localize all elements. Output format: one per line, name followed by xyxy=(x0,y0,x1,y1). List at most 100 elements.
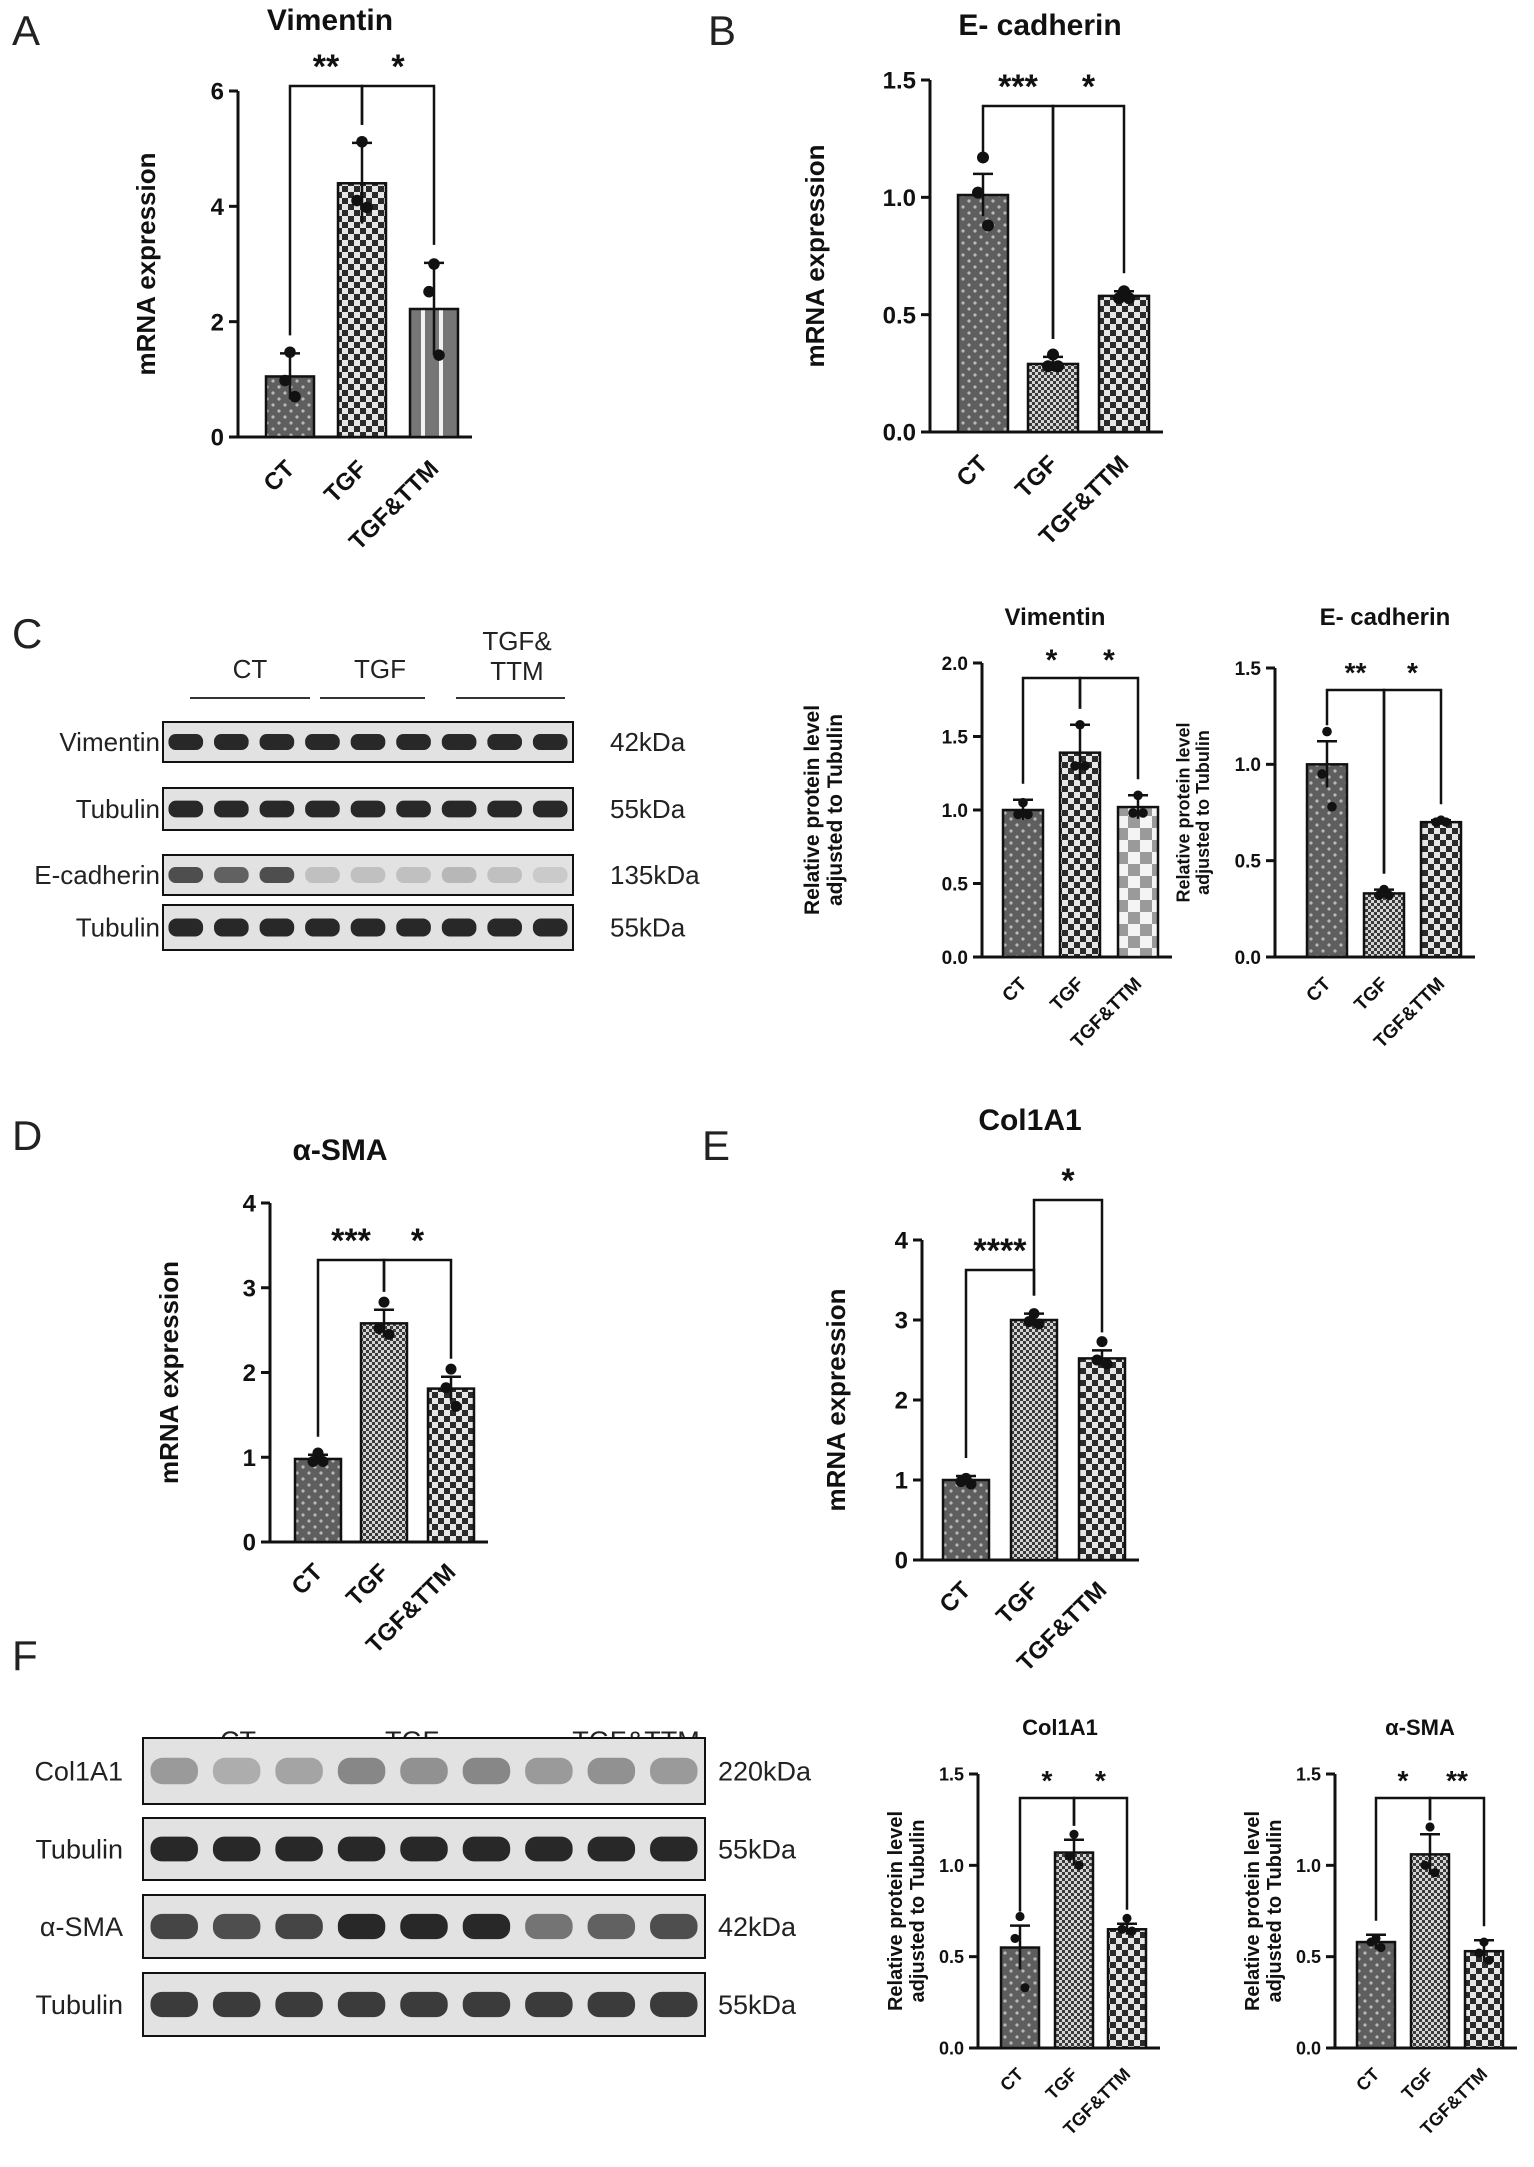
significance-label: *** xyxy=(331,1222,371,1260)
data-point xyxy=(1327,801,1337,812)
x-category-label: CT xyxy=(287,1558,329,1600)
y-tick-label: 0.5 xyxy=(883,302,916,329)
y-tick-label: 4 xyxy=(243,1191,257,1218)
x-category-label: TGF xyxy=(1010,450,1063,503)
bar xyxy=(1419,820,1463,959)
data-point xyxy=(1052,360,1064,373)
blot-protein-label: Tubulin xyxy=(76,794,160,824)
y-axis-label: Relative protein leveladjusted to Tubuli… xyxy=(885,1811,929,2011)
significance-bracket xyxy=(360,84,436,245)
bar xyxy=(1053,1851,1095,2050)
data-point xyxy=(982,219,994,232)
blot-band xyxy=(441,918,477,937)
blot-band xyxy=(532,918,568,937)
blot-band xyxy=(462,1913,511,1940)
y-tick-label: 1.0 xyxy=(1296,1856,1321,1876)
data-point xyxy=(1074,1860,1084,1870)
blot-protein-label: Vimentin xyxy=(59,727,160,757)
data-point xyxy=(1033,1318,1045,1330)
data-point xyxy=(289,390,301,403)
data-point xyxy=(373,1322,385,1334)
x-category-label: TGF xyxy=(319,455,372,508)
bar xyxy=(1009,1318,1059,1562)
significance-label: * xyxy=(1046,644,1058,677)
significance-label: ** xyxy=(1446,1765,1468,1796)
blot-band xyxy=(587,1836,636,1862)
data-point xyxy=(361,201,373,214)
y-tick-label: 1.5 xyxy=(939,1764,964,1784)
blot-band xyxy=(400,1991,448,2018)
blot-band xyxy=(462,1836,511,1862)
blot-protein-label: Tubulin xyxy=(35,1990,123,2020)
bar xyxy=(1097,294,1151,434)
blot-band xyxy=(212,1757,261,1785)
blot-band xyxy=(487,734,522,750)
y-tick-label: 6 xyxy=(211,79,224,106)
chart-title: Vimentin xyxy=(267,4,393,37)
chart-c-ecadherin-protein: E- cadherin Relative protein leveladjuste… xyxy=(1173,604,1475,1053)
x-category-label: CT xyxy=(996,2064,1027,2095)
chart-title: Vimentin xyxy=(1005,604,1106,631)
significance-bracket xyxy=(1078,676,1140,780)
data-point xyxy=(1018,797,1028,808)
chart-title: α-SMA xyxy=(1385,1715,1455,1740)
panel-label-f: F xyxy=(12,1632,38,1679)
blot-band xyxy=(168,800,204,818)
data-point xyxy=(1101,1358,1113,1370)
y-tick-label: 1.0 xyxy=(1235,755,1261,776)
significance-bracket xyxy=(1428,1796,1486,1927)
data-point xyxy=(1113,292,1125,305)
blot-band xyxy=(305,918,340,937)
blot-band xyxy=(305,800,340,818)
data-point xyxy=(1431,817,1441,827)
significance-label: * xyxy=(1103,644,1115,677)
blot-size-label: 55kDa xyxy=(610,794,686,824)
data-point xyxy=(378,1296,390,1308)
panel-label-c: C xyxy=(12,610,42,657)
y-tick-label: 4 xyxy=(211,194,225,221)
x-category-label: TGF xyxy=(1047,974,1089,1016)
y-axis-label: mRNA expression xyxy=(131,153,161,376)
bar xyxy=(1116,805,1160,959)
data-point xyxy=(1430,1868,1440,1878)
chart-title: E- cadherin xyxy=(1320,604,1451,631)
blot-size-label: 42kDa xyxy=(718,1912,797,1942)
significance-bracket xyxy=(1382,688,1443,874)
blot-band xyxy=(168,918,204,937)
significance-label: *** xyxy=(998,68,1038,106)
data-point xyxy=(440,1382,452,1394)
blot-band xyxy=(214,800,249,818)
data-point xyxy=(450,1400,462,1412)
y-tick-label: 0 xyxy=(243,1530,256,1557)
x-category-label: TGF xyxy=(1398,2064,1438,2104)
data-point xyxy=(1138,808,1148,818)
significance-label: ** xyxy=(313,48,340,86)
y-tick-label: 0.0 xyxy=(939,2038,964,2058)
blot-size-label: 55kDa xyxy=(718,1834,797,1864)
western-blot-f: CTTGFTGF&TTMCol1A1220kDaTubulin55kDaα-SM… xyxy=(34,1726,812,2037)
data-point xyxy=(977,151,989,164)
blot-band xyxy=(150,1757,198,1785)
data-point xyxy=(1042,360,1054,373)
bar xyxy=(956,193,1010,434)
blot-band xyxy=(275,1913,323,1940)
blot-band xyxy=(337,1836,386,1862)
chart-title: Col1A1 xyxy=(1022,1715,1098,1740)
blot-band xyxy=(525,1836,573,1862)
panel-label-d: D xyxy=(12,1112,42,1159)
bar xyxy=(1409,1853,1451,2050)
data-point xyxy=(1010,1933,1020,1943)
blot-band xyxy=(275,1757,323,1785)
blot-band xyxy=(168,867,204,883)
data-point xyxy=(1122,1913,1132,1923)
y-tick-label: 1.0 xyxy=(939,1856,964,1876)
blot-band xyxy=(305,867,340,883)
blot-band xyxy=(150,1836,198,1862)
bar xyxy=(1077,1357,1127,1562)
blot-band xyxy=(337,1913,386,1940)
bar xyxy=(426,1387,476,1544)
chart-f-asma-protein: α-SMA Relative protein leveladjusted to T… xyxy=(1242,1715,1517,2139)
data-point xyxy=(1070,761,1080,771)
bar xyxy=(336,182,388,439)
